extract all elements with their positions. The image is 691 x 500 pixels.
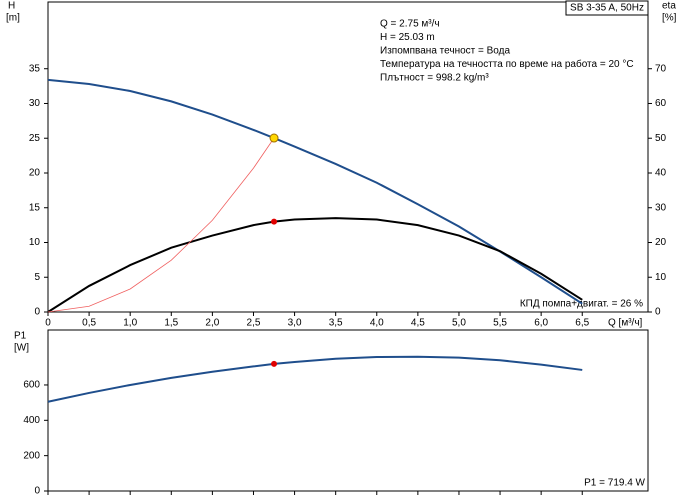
curve bbox=[47, 355, 583, 403]
y-tick-label: 15 bbox=[29, 202, 41, 213]
y2-tick-label: 10 bbox=[655, 272, 667, 283]
plot-frame bbox=[47, 1, 649, 313]
info-line: Q = 2.75 м³/ч bbox=[380, 19, 440, 30]
y-axis-unit: [W] bbox=[14, 343, 29, 354]
y-tick-label: 5 bbox=[34, 272, 40, 283]
x-tick-label: 4,5 bbox=[411, 318, 425, 329]
curve bbox=[47, 217, 583, 313]
y-tick-label: 200 bbox=[23, 450, 40, 461]
title-box bbox=[565, 0, 649, 16]
y2-axis-label: eta bbox=[662, 1, 676, 12]
x-tick-label: 3,0 bbox=[288, 318, 302, 329]
y-axis-unit: [m] bbox=[6, 13, 20, 24]
y-tick-label: 0 bbox=[34, 486, 40, 497]
x-tick-label: 5,0 bbox=[452, 318, 466, 329]
info-line: H = 25.03 m bbox=[380, 32, 435, 43]
y-tick-label: 25 bbox=[29, 133, 41, 144]
x-axis-label: Q [м³/ч] bbox=[608, 318, 643, 329]
operating-point bbox=[271, 360, 278, 367]
y-tick-label: 10 bbox=[29, 237, 41, 248]
y-axis-label: P1 bbox=[14, 331, 27, 342]
y-tick-label: 30 bbox=[29, 98, 41, 109]
y-tick-label: 600 bbox=[23, 380, 40, 391]
y-tick-label: 0 bbox=[34, 307, 40, 318]
curve bbox=[47, 137, 275, 313]
chart-title: SB 3-35 A, 50Hz bbox=[570, 3, 644, 14]
x-tick-label: 1,5 bbox=[164, 318, 178, 329]
y2-axis-unit: [%] bbox=[662, 13, 677, 24]
y-tick-label: 400 bbox=[23, 415, 40, 426]
curve bbox=[47, 78, 583, 305]
y2-tick-label: 0 bbox=[655, 307, 661, 318]
info-line: Плътност = 998.2 kg/m³ bbox=[380, 73, 489, 84]
y-tick-label: 35 bbox=[29, 63, 41, 74]
x-tick-label: 4,0 bbox=[370, 318, 384, 329]
annotation: P1 = 719.4 W bbox=[584, 478, 645, 489]
x-tick-label: 6,5 bbox=[575, 318, 589, 329]
info-line: Температура на течността по време на раб… bbox=[380, 58, 634, 70]
y2-tick-label: 40 bbox=[655, 168, 667, 179]
x-tick-label: 2,0 bbox=[205, 318, 219, 329]
y2-tick-label: 30 bbox=[655, 202, 667, 213]
x-tick-label: 5,5 bbox=[493, 318, 507, 329]
operating-point bbox=[269, 133, 279, 143]
x-tick-label: 0,5 bbox=[82, 318, 96, 329]
y2-tick-label: 50 bbox=[655, 133, 667, 144]
y2-tick-label: 60 bbox=[655, 98, 667, 109]
info-line: Изпомпвана течност = Вода bbox=[380, 46, 510, 57]
operating-point bbox=[271, 218, 278, 225]
x-tick-label: 3,5 bbox=[329, 318, 343, 329]
plot-frame bbox=[47, 329, 649, 492]
y-axis-label: H bbox=[8, 1, 15, 12]
y-tick-label: 20 bbox=[29, 168, 41, 179]
y2-tick-label: 70 bbox=[655, 63, 667, 74]
y2-tick-label: 20 bbox=[655, 237, 667, 248]
x-tick-label: 2,5 bbox=[247, 318, 261, 329]
x-tick-label: 1,0 bbox=[123, 318, 137, 329]
x-tick-label: 6,0 bbox=[534, 318, 548, 329]
x-tick-label: 0 bbox=[45, 318, 51, 329]
